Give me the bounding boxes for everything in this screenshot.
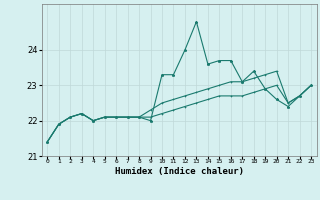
X-axis label: Humidex (Indice chaleur): Humidex (Indice chaleur): [115, 167, 244, 176]
